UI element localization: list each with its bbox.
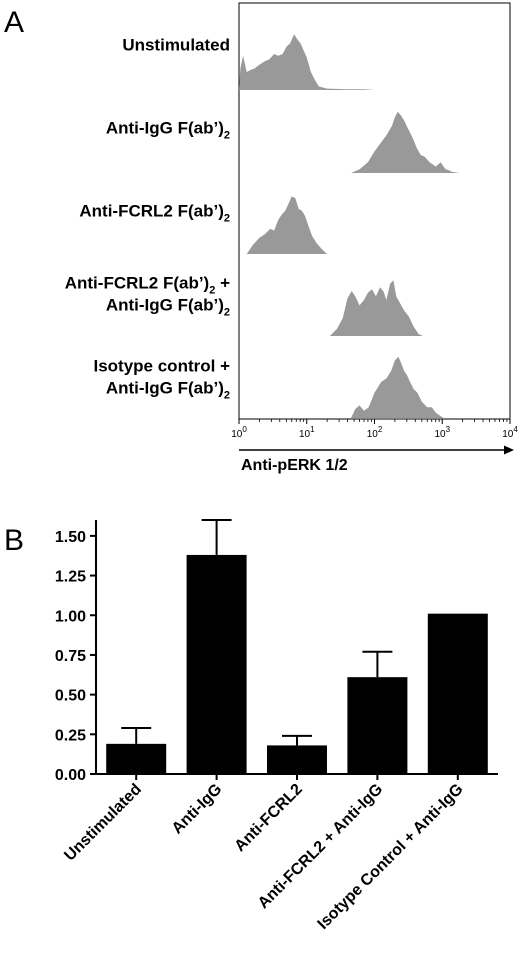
panel-b-bar-chart: 0.00 0.25 0.50 0.75 1.00 1.25 1.50 Unstimulated… [55,519,498,933]
category-label-1: Unstimulated [61,781,145,865]
histogram-4 [329,280,423,336]
category-label-3: Anti-FCRL2 [232,781,306,855]
x-tick-label: 104 [502,425,518,440]
histogram-label-1: Unstimulated [122,36,230,55]
y-tick-label: 0.00 [55,767,86,784]
x-tick-label: 100 [231,425,247,440]
bar-5 [427,613,488,774]
bar-4 [347,677,408,774]
y-tick-label: 0.50 [55,688,86,705]
panel-a-letter: A [4,6,24,39]
x-tick-label: 102 [367,425,383,440]
bar-3 [267,745,327,774]
histogram-2 [351,111,460,173]
histogram-3 [246,196,328,254]
histogram-label-5-line-2: Anti-IgG F(ab’)2 [106,379,230,402]
bar-1 [106,743,167,774]
y-tick-label: 0.25 [55,727,86,744]
y-tick-label: 1.25 [55,569,86,586]
histogram-label-4-line-2: Anti-IgG F(ab’)2 [106,296,230,319]
histogram-1 [239,34,375,90]
panel-b-letter: B [4,524,24,557]
category-label-5: Isotype Control + Anti-IgG [315,781,467,933]
histogram-label-4-line-1: Anti-FCRL2 F(ab’)2 + [65,274,230,297]
histogram-label-2: Anti-IgG F(ab’)2 [106,119,230,142]
histogram-label-3: Anti-FCRL2 F(ab’)2 [79,202,230,225]
histogram-label-5-line-1: Isotype control + [93,357,230,376]
x-axis-title: Anti-pERK 1/2 [241,457,348,474]
bar-2 [186,554,247,774]
y-tick-label: 1.50 [55,529,86,546]
y-tick-label: 0.75 [55,648,86,665]
x-tick-label: 103 [434,425,450,440]
x-tick-label: 101 [299,425,315,440]
category-label-2: Anti-IgG [169,781,226,838]
x-axis-arrowhead [504,445,514,455]
y-tick-label: 1.00 [55,608,86,625]
histogram-5 [351,356,444,418]
